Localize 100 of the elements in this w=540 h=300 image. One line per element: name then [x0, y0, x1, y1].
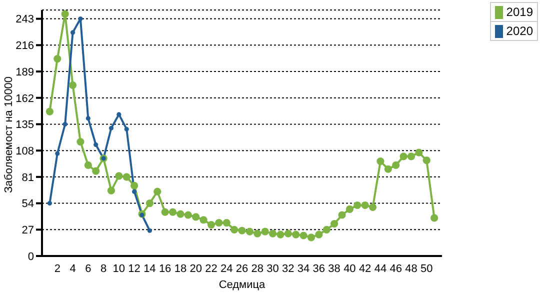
point: [107, 186, 116, 194]
point: [392, 161, 400, 170]
point: [292, 230, 300, 238]
point: [254, 230, 262, 238]
point: [276, 230, 284, 238]
x-tick-label: 12: [128, 262, 140, 275]
y-tick-label: 27: [22, 224, 34, 237]
y-tick-label: 216: [16, 40, 34, 52]
point: [200, 216, 208, 224]
point: [415, 148, 423, 156]
x-tick-label: 34: [297, 262, 310, 275]
x-tick-label: 2: [54, 262, 60, 275]
y-tick-label: 243: [16, 14, 34, 26]
y-tick-label: 81: [22, 172, 34, 184]
point: [115, 172, 123, 180]
point: [284, 230, 292, 238]
point: [140, 212, 144, 218]
x-tick-label: 30: [266, 262, 279, 275]
point: [322, 226, 330, 234]
y-tick-label: 54: [22, 198, 34, 210]
point: [207, 220, 216, 229]
point: [376, 158, 384, 166]
point: [230, 226, 238, 234]
y-tick-label: 108: [16, 145, 34, 158]
x-tick-label: 32: [282, 262, 294, 275]
point: [261, 228, 269, 236]
point: [154, 188, 162, 196]
x-tick-label: 28: [251, 262, 264, 275]
point: [330, 220, 338, 228]
x-axis-title: Седмица: [218, 279, 266, 291]
point: [130, 182, 138, 190]
x-tick-label: 24: [220, 262, 233, 275]
x-tick-label: 16: [158, 262, 172, 275]
x-tick-label: 8: [100, 262, 107, 275]
x-tick-label: 42: [358, 262, 372, 275]
point: [116, 112, 122, 117]
point: [338, 211, 346, 219]
point: [55, 151, 60, 156]
x-tick-label: 50: [420, 262, 433, 275]
point: [94, 142, 98, 148]
x-tick-label: 4: [70, 262, 76, 275]
point: [246, 228, 254, 236]
legend-label: 2020: [506, 24, 533, 38]
point: [354, 201, 362, 210]
point: [176, 210, 184, 218]
point: [161, 208, 169, 216]
point: [76, 138, 84, 146]
y-tick-label: 0: [28, 250, 34, 263]
point: [168, 208, 177, 216]
legend-label: 2019: [506, 5, 533, 19]
point: [84, 161, 92, 170]
y-tick-label: 189: [16, 66, 34, 78]
point: [62, 122, 68, 127]
x-tick-label: 20: [190, 262, 202, 275]
point: [46, 108, 54, 116]
point: [184, 211, 192, 219]
point: [92, 167, 100, 175]
point: [384, 165, 392, 173]
point: [132, 189, 137, 194]
point: [61, 10, 69, 18]
point: [70, 30, 76, 35]
x-tick-label: 18: [174, 262, 187, 275]
point: [238, 226, 246, 234]
x-tick-label: 38: [328, 262, 340, 275]
x-tick-label: 22: [205, 262, 218, 275]
x-tick-label: 10: [112, 262, 126, 275]
y-axis-title: Заболяемост на 10000: [2, 76, 15, 193]
point: [346, 205, 354, 213]
point: [407, 152, 416, 160]
point: [222, 219, 230, 227]
x-tick-label: 36: [312, 262, 326, 275]
point: [108, 126, 114, 130]
x-tick-label: 14: [144, 262, 156, 275]
x-tick-label: 26: [236, 262, 248, 275]
point: [268, 230, 277, 238]
point: [422, 156, 430, 164]
point: [215, 219, 223, 227]
x-tick-label: 46: [390, 262, 402, 275]
x-tick-label: 44: [374, 262, 387, 275]
point: [400, 152, 408, 160]
x-tick-label: 6: [85, 262, 92, 275]
point: [68, 81, 77, 89]
point: [307, 234, 316, 242]
point: [54, 55, 62, 63]
point: [124, 126, 129, 132]
point: [300, 232, 308, 240]
point: [47, 200, 52, 206]
y-tick-label: 135: [16, 119, 34, 132]
y-tick-label: 162: [16, 92, 34, 105]
point: [192, 213, 200, 221]
point: [122, 173, 130, 181]
point: [430, 214, 438, 222]
point: [368, 203, 377, 211]
point: [315, 230, 323, 238]
x-tick-label: 40: [344, 262, 356, 275]
point: [78, 16, 83, 22]
point: [147, 228, 152, 233]
x-tick-label: 48: [405, 262, 418, 275]
point: [146, 199, 154, 208]
point: [361, 201, 369, 210]
